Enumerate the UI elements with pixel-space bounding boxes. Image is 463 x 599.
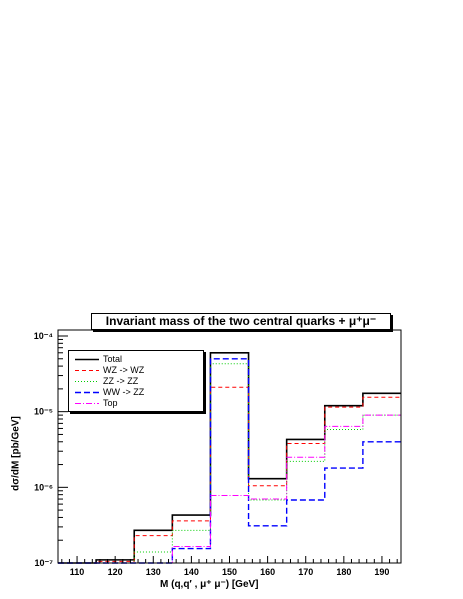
x-tick-label: 140: [184, 567, 199, 577]
legend-item-ww: WW -> ZZ: [69, 387, 203, 398]
x-tick-label: 190: [374, 567, 389, 577]
legend-label: Total: [103, 354, 123, 364]
y-tick-label: 10⁻⁷: [35, 558, 54, 568]
x-tick-label: 170: [298, 567, 313, 577]
x-tick-label: 130: [146, 567, 161, 577]
legend-label: WW -> ZZ: [103, 387, 145, 397]
legend-swatch: [75, 381, 99, 382]
legend-item-total: Total: [69, 354, 203, 365]
x-tick-label: 120: [108, 567, 123, 577]
x-axis-label: M (q,q′ , μ⁺ μ⁻) [GeV]: [160, 579, 259, 590]
x-tick-label: 150: [222, 567, 237, 577]
legend-item-wz: WZ -> WZ: [69, 365, 203, 376]
legend-swatch: [75, 403, 99, 404]
y-axis-label: dσ/dM [pb/GeV]: [10, 416, 22, 491]
y-tick-label: 10⁻⁶: [34, 482, 53, 492]
y-tick-label: 10⁻⁵: [34, 407, 53, 417]
legend: Total WZ -> WZ ZZ -> ZZ WW -> ZZ Top: [68, 350, 204, 412]
y-tick-label: 10⁻⁴: [34, 331, 53, 341]
x-tick-label: 110: [70, 567, 85, 577]
legend-swatch: [75, 358, 99, 361]
legend-swatch: [75, 370, 99, 371]
series-0: [58, 351, 401, 564]
chart-title: Invariant mass of the two central quarks…: [91, 313, 391, 330]
legend-item-zz: ZZ -> ZZ: [69, 376, 203, 387]
x-tick-label: 180: [336, 567, 351, 577]
series-1: [58, 386, 401, 564]
legend-label: Top: [103, 398, 118, 408]
legend-label: ZZ -> ZZ: [103, 376, 139, 386]
legend-item-top: Top: [69, 398, 203, 409]
legend-label: WZ -> WZ: [103, 365, 145, 375]
legend-swatch: [75, 391, 99, 394]
series-4: [58, 414, 401, 564]
axes: 110 120 130 140 150 160 170 180 190 10⁻⁷ 10⁻⁶ 10⁻⁵ 1…: [34, 329, 402, 577]
x-tick-label: 160: [260, 567, 275, 577]
